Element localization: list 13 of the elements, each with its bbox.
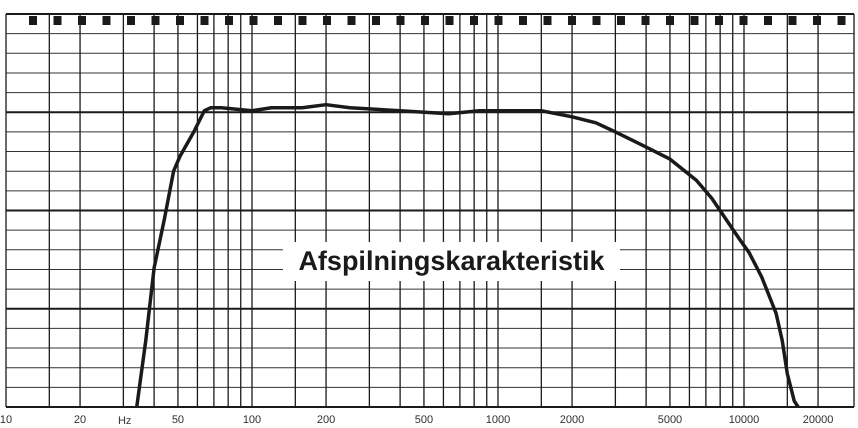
x-tick-label: 5000 [658,414,682,426]
x-tick-label: 2000 [560,414,584,426]
x-tick-label: 10 [0,414,12,426]
x-tick-label: 500 [414,414,434,426]
x-tick-label: 1000 [486,414,510,426]
x-tick-label: 20000 [802,414,834,426]
text: Afspilningskarakteristik [298,246,605,277]
x-tick-label: 10000 [728,414,760,426]
x-tick-label: 50 [172,414,184,426]
x-tick-label: 20 [74,414,86,426]
x-tick-label: 100 [242,414,262,426]
x-axis-title: Hz [118,415,132,427]
x-tick-label: 200 [316,414,336,426]
